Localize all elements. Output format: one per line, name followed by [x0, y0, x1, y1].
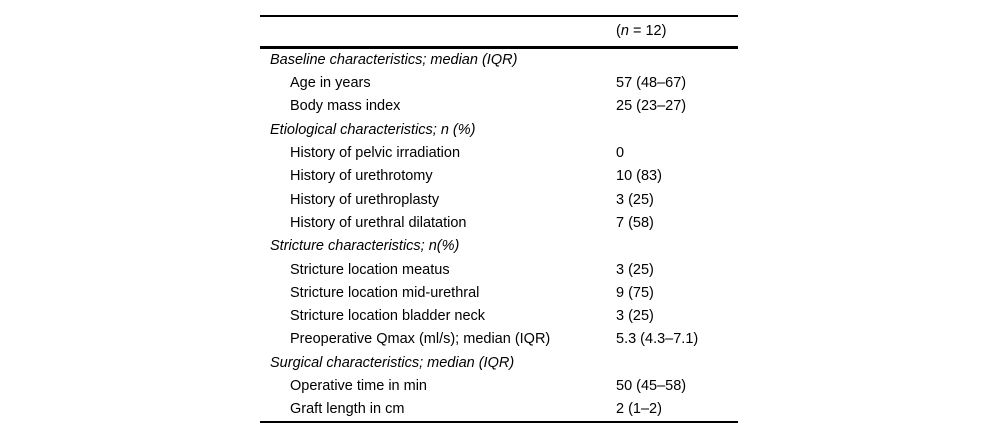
table-row-section: Etiological characteristics; n (%)	[260, 118, 738, 141]
table-row: Body mass index 25 (23–27)	[260, 95, 738, 118]
table-body: Baseline characteristics; median (IQR) A…	[260, 49, 738, 422]
table-row: Operative time in min 50 (45–58)	[260, 375, 738, 398]
row-value: 3 (25)	[616, 308, 654, 325]
row-label: Age in years	[290, 75, 371, 92]
row-label: Etiological characteristics; n (%)	[270, 121, 476, 138]
row-value: 2 (1–2)	[616, 401, 662, 418]
table-row: Stricture location meatus 3 (25)	[260, 258, 738, 281]
table-row-section: Baseline characteristics; median (IQR)	[260, 49, 738, 72]
row-label: Baseline characteristics; median (IQR)	[270, 51, 518, 68]
row-label: History of urethrotomy	[290, 168, 433, 185]
table-top-rule	[260, 15, 738, 17]
row-label: Preoperative Qmax (ml/s); median (IQR)	[290, 331, 551, 348]
table-row: History of urethrotomy 10 (83)	[260, 165, 738, 188]
table-row: Preoperative Qmax (ml/s); median (IQR) 5…	[260, 328, 738, 351]
table-row: Age in years 57 (48–67)	[260, 72, 738, 95]
table-row: Stricture location bladder neck 3 (25)	[260, 305, 738, 328]
header-n-value: = 12)	[628, 23, 667, 39]
table-header-row: (n = 12)	[260, 17, 738, 47]
header-n-symbol: n	[620, 23, 629, 39]
table-bottom-rule	[260, 421, 738, 424]
row-value: 10 (83)	[616, 168, 662, 185]
row-label: Body mass index	[290, 98, 401, 115]
row-value: 57 (48–67)	[616, 75, 687, 92]
table-row-section: Surgical characteristics; median (IQR)	[260, 351, 738, 374]
row-label: Stricture location mid-urethral	[290, 284, 480, 301]
row-value: 3 (25)	[616, 191, 654, 208]
table-row: Graft length in cm 2 (1–2)	[260, 398, 738, 421]
row-label: Stricture location meatus	[290, 261, 450, 278]
row-label: Operative time in min	[290, 378, 427, 395]
row-label: Stricture location bladder neck	[290, 308, 486, 325]
row-label: History of urethroplasty	[290, 191, 440, 208]
row-value: 9 (75)	[616, 284, 654, 301]
table-row-section: Stricture characteristics; n(%)	[260, 235, 738, 258]
row-value: 0	[616, 145, 625, 162]
row-value: 25 (23–27)	[616, 98, 687, 115]
row-label: Graft length in cm	[290, 401, 405, 418]
row-label: Stricture characteristics; n(%)	[270, 238, 460, 255]
row-label: Surgical characteristics; median (IQR)	[270, 354, 515, 371]
characteristics-table: (n = 12) Baseline characteristics; media…	[260, 15, 738, 424]
header-open-paren: (	[616, 23, 621, 39]
table-row: History of urethral dilatation 7 (58)	[260, 212, 738, 235]
row-label: History of pelvic irradiation	[290, 145, 461, 162]
header-n-cell: (n = 12)	[616, 24, 738, 39]
row-label: History of urethral dilatation	[290, 214, 467, 231]
row-value: 5.3 (4.3–7.1)	[616, 331, 699, 348]
row-value: 7 (58)	[616, 214, 654, 231]
table-row: Stricture location mid-urethral 9 (75)	[260, 281, 738, 304]
table-row: History of pelvic irradiation 0	[260, 142, 738, 165]
table-row: History of urethroplasty 3 (25)	[260, 188, 738, 211]
row-value: 3 (25)	[616, 261, 654, 278]
table-header-rule	[260, 46, 738, 49]
row-value: 50 (45–58)	[616, 378, 687, 395]
